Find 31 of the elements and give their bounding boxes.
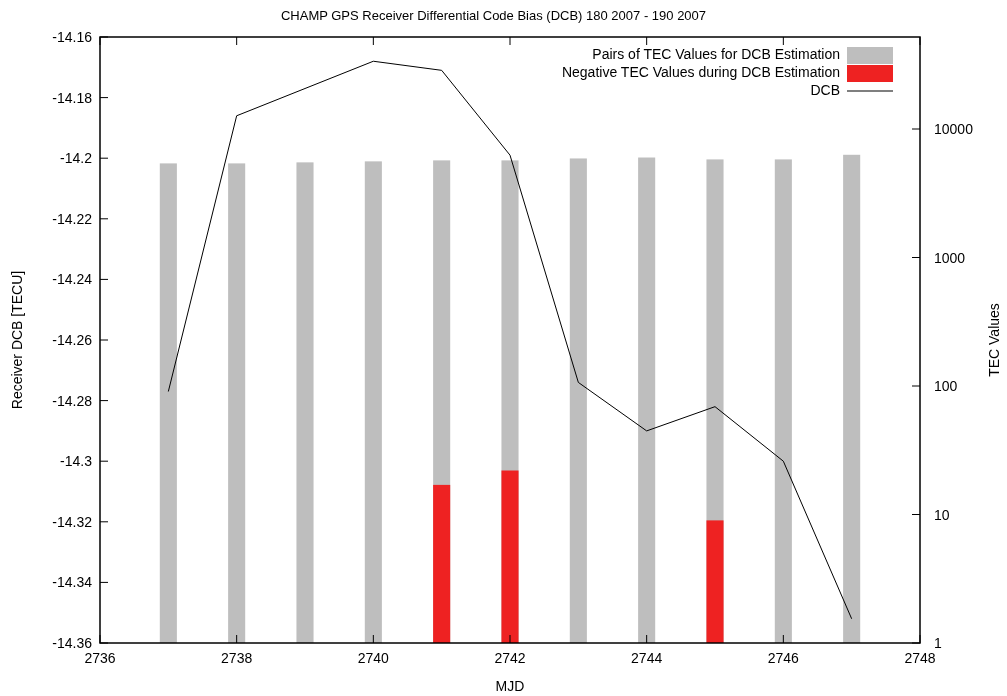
x-tick-label: 2748 [904,650,936,666]
y-tick-label: -14.26 [52,332,93,348]
legend-label: Pairs of TEC Values for DCB Estimation [592,46,840,62]
y2-axis-title: TEC Values [986,303,1002,377]
y-axis-title: Receiver DCB [TECU] [9,270,25,410]
legend-label: DCB [810,82,840,98]
y-tick-label: -14.36 [52,635,93,651]
y-tick-label: -14.32 [52,513,93,530]
y-tick-label: -14.16 [52,29,93,45]
y-tick-label: -14.2 [60,150,93,167]
y-tick-label: -14.18 [52,89,93,106]
x-tick-label: 2738 [221,650,253,666]
y2-tick-label: 10 [934,506,950,523]
chart-title: CHAMP GPS Receiver Differential Code Bias (DCB) 180 2007 - 190 2007 [280,8,707,23]
x-tick-label: 2746 [767,650,800,666]
line-series [167,60,853,620]
x-tick-label: 2744 [631,650,663,666]
y-tick-label: -14.28 [52,392,93,409]
x-tick-label: 2742 [494,650,526,666]
x-tick-label: 2740 [357,650,390,666]
y2-tick-label: 100 [934,378,958,394]
y2-tick-label: 1000 [934,249,966,266]
y-tick-label: -14.22 [52,210,93,227]
y-tick-label: -14.24 [52,271,93,288]
x-tick-label: 2736 [84,650,116,666]
y2-tick-label: 1 [934,635,942,651]
y-tick-label: -14.34 [52,574,93,591]
legend-label: Negative TEC Values during DCB Estimation [561,64,840,80]
y2-tick-label: 10000 [934,121,974,138]
x-axis-title: MJD [495,678,525,694]
y-tick-label: -14.3 [60,453,93,470]
